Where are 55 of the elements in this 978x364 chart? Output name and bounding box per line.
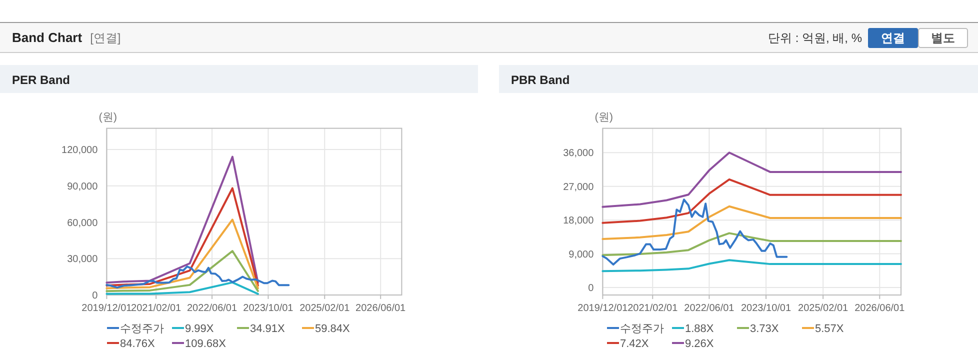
y-tick-label: 36,000: [563, 148, 594, 160]
y-axis-title: (원): [594, 111, 614, 124]
x-tick-label: 2025/02/01: [798, 303, 849, 314]
x-tick-label: 2019/12/01: [82, 303, 132, 314]
legend-item: 7.42X: [607, 338, 649, 350]
x-tick-label: 2023/10/01: [740, 303, 792, 314]
legend-label: 109.68X: [185, 338, 227, 350]
text: 연결: [881, 31, 905, 45]
x-tick-label: 2019/12/01: [578, 303, 628, 314]
legend-item: 59.84X: [302, 323, 350, 335]
chart-title: PBR Band: [511, 73, 570, 87]
y-tick-label: 0: [588, 283, 594, 294]
y-tick-label: 120,000: [62, 145, 98, 156]
legend-item: 9.26X: [672, 338, 714, 350]
y-tick-label: 18,000: [563, 216, 594, 227]
y-tick-label: 60,000: [67, 218, 98, 229]
legend-label: 수정주가: [120, 323, 164, 335]
text: Band Chart: [12, 30, 83, 45]
legend-label: 3.73X: [750, 323, 780, 335]
text: 단위 : 억원, 배, %: [768, 31, 862, 45]
legend-label: 1.88X: [685, 323, 714, 335]
legend-label: 84.76X: [120, 338, 156, 350]
legend-item: 9.99X: [172, 323, 214, 335]
x-tick-label: 2023/10/01: [243, 303, 294, 314]
y-tick-label: 27,000: [563, 182, 594, 193]
legend-item: 84.76X: [107, 338, 155, 350]
legend-item: 수정주가: [107, 323, 164, 335]
x-tick-label: 2026/06/01: [854, 303, 906, 314]
legend-label: 9.26X: [685, 338, 714, 350]
y-tick-label: 0: [92, 290, 98, 302]
x-tick-label: 2021/02/01: [131, 303, 182, 314]
legend-label: 34.91X: [250, 323, 286, 335]
legend-item: 5.57X: [802, 323, 844, 335]
legend-label: 5.57X: [815, 323, 844, 335]
legend-label: 59.84X: [315, 323, 351, 335]
legend-item: 1.88X: [672, 323, 714, 335]
x-tick-label: 2026/06/01: [356, 303, 406, 314]
text: [연결]: [90, 31, 121, 45]
legend-item: 109.68X: [172, 338, 226, 350]
text: 별도: [931, 31, 955, 45]
x-tick-label: 2025/02/01: [300, 303, 350, 314]
y-tick-label: 90,000: [67, 181, 98, 192]
x-tick-label: 2021/02/01: [628, 303, 678, 314]
x-tick-label: 2022/06/01: [684, 303, 735, 314]
legend-item: 3.73X: [737, 323, 779, 335]
y-axis-title: (원): [98, 111, 118, 124]
y-tick-label: 30,000: [67, 254, 98, 266]
legend-item: 34.91X: [237, 323, 285, 335]
legend-item: 수정주가: [607, 323, 664, 335]
legend-label: 7.42X: [620, 338, 650, 350]
legend-label: 수정주가: [620, 323, 664, 335]
y-tick-label: 9,000: [568, 249, 594, 260]
x-tick-label: 2022/06/01: [187, 303, 238, 314]
chart-title: PER Band: [12, 73, 70, 87]
legend-label: 9.99X: [185, 323, 214, 335]
